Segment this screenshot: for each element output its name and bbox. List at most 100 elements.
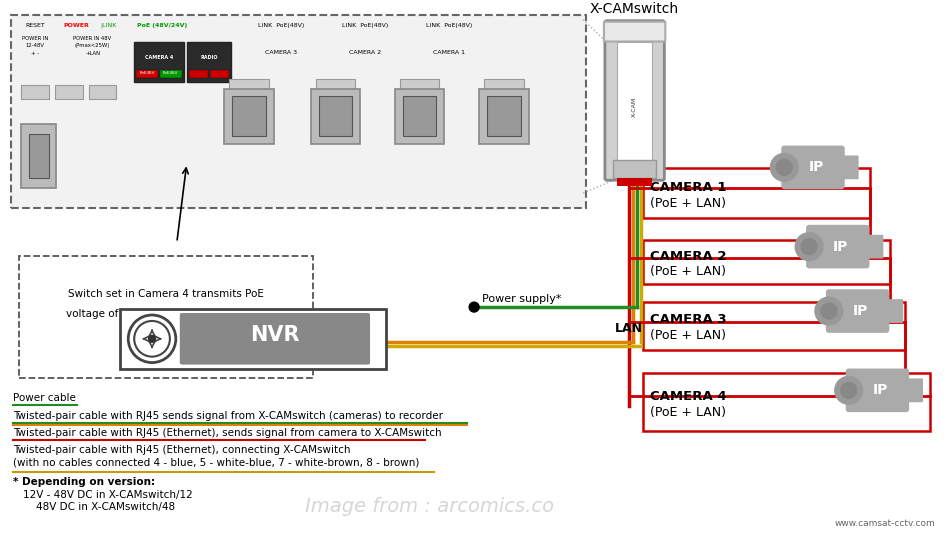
- Text: POWER IN: POWER IN: [22, 35, 48, 41]
- FancyBboxPatch shape: [479, 89, 528, 144]
- Text: 12V - 48V DC in X-CAMswitch/12: 12V - 48V DC in X-CAMswitch/12: [23, 490, 193, 500]
- FancyBboxPatch shape: [88, 85, 116, 99]
- FancyBboxPatch shape: [160, 70, 181, 78]
- Text: (with no cables connected 4 - blue, 5 - white-blue, 7 - white-brown, 8 - brown): (with no cables connected 4 - blue, 5 - …: [13, 458, 420, 467]
- Text: CAMERA 1: CAMERA 1: [433, 50, 465, 55]
- Text: Twisted-pair cable with RJ45 sends signal from X-CAMswitch (cameras) to recorder: Twisted-pair cable with RJ45 sends signa…: [13, 411, 444, 421]
- Text: POWER: POWER: [64, 23, 89, 28]
- Text: LINK  PoE(48V): LINK PoE(48V): [427, 23, 472, 28]
- Text: RESET: RESET: [26, 23, 45, 28]
- Text: Power supply*: Power supply*: [482, 294, 561, 304]
- Text: LAN: LAN: [615, 322, 643, 335]
- Text: voltage of 48V DC to power camera 4.: voltage of 48V DC to power camera 4.: [66, 309, 266, 319]
- Circle shape: [835, 376, 863, 404]
- FancyBboxPatch shape: [21, 124, 56, 188]
- FancyBboxPatch shape: [613, 160, 656, 178]
- Text: (PoE + LAN): (PoE + LAN): [651, 197, 727, 210]
- Text: (PoE + LAN): (PoE + LAN): [651, 265, 727, 278]
- Text: + -: + -: [31, 51, 39, 56]
- Text: CAMERA 4: CAMERA 4: [144, 55, 173, 61]
- FancyBboxPatch shape: [484, 79, 523, 89]
- Text: CAMERA 1: CAMERA 1: [651, 181, 727, 193]
- Circle shape: [134, 321, 170, 356]
- Text: Twisted-pair cable with Rj45 (Ethernet), connecting X-CAMswitch: Twisted-pair cable with Rj45 (Ethernet),…: [13, 445, 351, 455]
- Text: X-CAM: X-CAM: [632, 97, 637, 117]
- FancyBboxPatch shape: [403, 96, 436, 136]
- Text: IP: IP: [833, 240, 848, 254]
- Text: POWER IN 48V: POWER IN 48V: [73, 35, 112, 41]
- FancyBboxPatch shape: [21, 85, 49, 99]
- Text: (PoE + LAN): (PoE + LAN): [651, 329, 727, 343]
- Circle shape: [128, 315, 176, 362]
- Circle shape: [148, 336, 156, 343]
- Text: CAMERA 2: CAMERA 2: [651, 250, 727, 263]
- Text: 12-48V: 12-48V: [26, 43, 45, 48]
- Text: LINK  PoE(48V): LINK PoE(48V): [342, 23, 389, 28]
- Text: IP: IP: [808, 160, 824, 174]
- FancyBboxPatch shape: [839, 155, 859, 179]
- FancyBboxPatch shape: [134, 42, 183, 82]
- FancyBboxPatch shape: [29, 133, 49, 178]
- Circle shape: [801, 239, 817, 255]
- FancyBboxPatch shape: [11, 15, 586, 208]
- FancyBboxPatch shape: [617, 178, 653, 186]
- FancyBboxPatch shape: [642, 168, 870, 218]
- FancyBboxPatch shape: [210, 70, 229, 78]
- FancyBboxPatch shape: [642, 240, 890, 284]
- FancyBboxPatch shape: [315, 79, 355, 89]
- Circle shape: [469, 302, 479, 312]
- FancyBboxPatch shape: [806, 225, 869, 269]
- FancyBboxPatch shape: [826, 289, 889, 333]
- Text: +LAN: +LAN: [86, 51, 100, 56]
- FancyBboxPatch shape: [180, 313, 370, 364]
- FancyBboxPatch shape: [642, 374, 930, 431]
- FancyBboxPatch shape: [846, 369, 909, 412]
- FancyBboxPatch shape: [224, 89, 274, 144]
- FancyBboxPatch shape: [187, 42, 231, 82]
- FancyBboxPatch shape: [487, 96, 521, 136]
- Text: * Depending on version:: * Depending on version:: [13, 478, 156, 487]
- Text: PoE48V: PoE48V: [163, 71, 179, 75]
- FancyBboxPatch shape: [903, 378, 923, 402]
- FancyBboxPatch shape: [55, 85, 83, 99]
- Text: CAMERA 4: CAMERA 4: [651, 390, 727, 403]
- Circle shape: [795, 233, 823, 260]
- Text: X-CAMswitch: X-CAMswitch: [590, 2, 679, 16]
- FancyBboxPatch shape: [318, 96, 352, 136]
- Text: CAMERA 3: CAMERA 3: [265, 50, 297, 55]
- Text: 48V DC in X-CAMswitch/48: 48V DC in X-CAMswitch/48: [23, 502, 176, 512]
- FancyBboxPatch shape: [395, 89, 445, 144]
- Circle shape: [841, 382, 857, 398]
- Text: Twisted-pair cable with RJ45 (Ethernet), sends signal from camera to X-CAMswitch: Twisted-pair cable with RJ45 (Ethernet),…: [13, 428, 442, 438]
- Text: RADIO: RADIO: [200, 55, 218, 61]
- FancyBboxPatch shape: [617, 42, 653, 176]
- FancyBboxPatch shape: [884, 299, 903, 323]
- Text: www.camsat-cctv.com: www.camsat-cctv.com: [835, 519, 936, 528]
- Text: CAMERA 3: CAMERA 3: [651, 314, 727, 326]
- FancyBboxPatch shape: [233, 96, 266, 136]
- FancyBboxPatch shape: [136, 70, 158, 78]
- Text: PoE48V: PoE48V: [140, 71, 155, 75]
- FancyBboxPatch shape: [604, 21, 665, 41]
- FancyBboxPatch shape: [311, 89, 360, 144]
- Text: IP: IP: [873, 383, 888, 397]
- Text: LINK  PoE(48V): LINK PoE(48V): [257, 23, 304, 28]
- Text: NVR: NVR: [250, 325, 299, 345]
- FancyBboxPatch shape: [781, 146, 845, 189]
- Text: IP: IP: [853, 304, 868, 318]
- FancyBboxPatch shape: [642, 302, 905, 349]
- FancyBboxPatch shape: [605, 21, 664, 180]
- FancyBboxPatch shape: [864, 235, 884, 258]
- Text: Power cable: Power cable: [13, 393, 76, 403]
- Text: PoE (48V/24V): PoE (48V/24V): [137, 23, 187, 28]
- Text: (Pmax<25W): (Pmax<25W): [75, 43, 110, 48]
- Circle shape: [815, 297, 843, 325]
- FancyBboxPatch shape: [229, 79, 269, 89]
- Text: Switch set in Camera 4 transmits PoE: Switch set in Camera 4 transmits PoE: [68, 289, 264, 299]
- Text: CAMERA 2: CAMERA 2: [349, 50, 381, 55]
- FancyBboxPatch shape: [189, 70, 207, 78]
- Circle shape: [821, 303, 837, 319]
- Text: (PoE + LAN): (PoE + LAN): [651, 406, 727, 419]
- Text: |LINK: |LINK: [101, 23, 117, 28]
- FancyBboxPatch shape: [400, 79, 440, 89]
